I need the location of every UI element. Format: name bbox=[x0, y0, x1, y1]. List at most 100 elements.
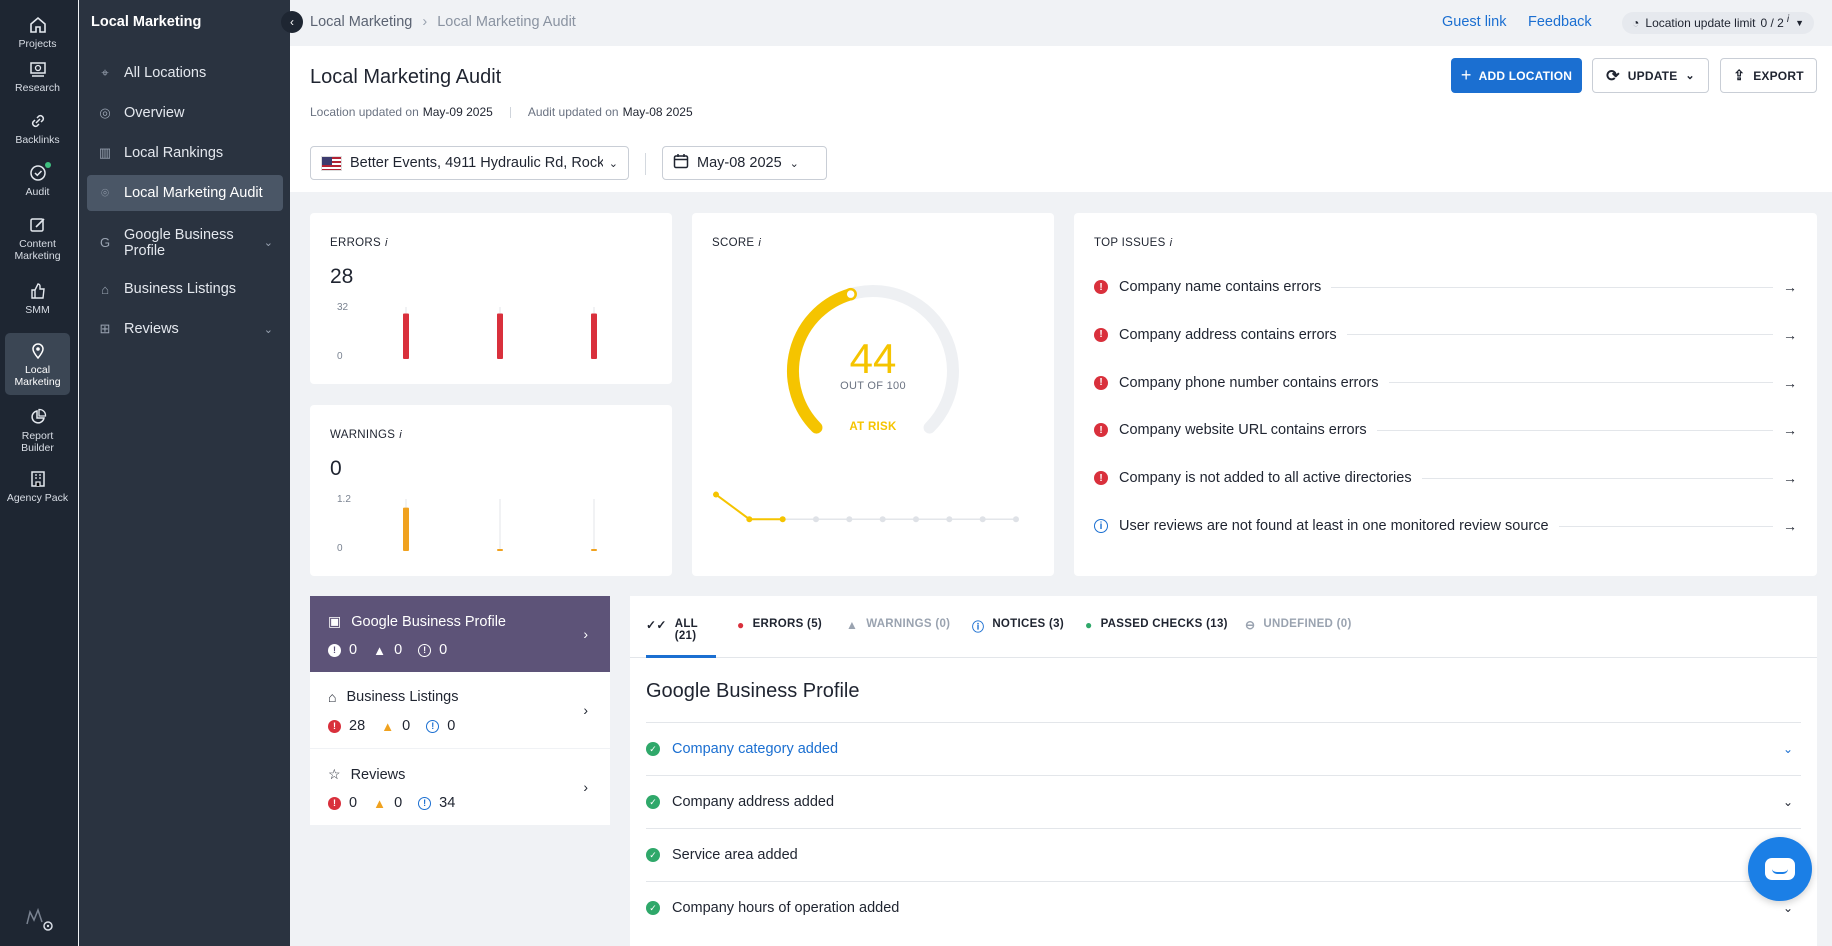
errors-bar bbox=[403, 313, 409, 359]
sidebar-item-all-locations[interactable]: ⌖ All Locations bbox=[87, 55, 283, 91]
info-icon: i bbox=[758, 237, 762, 249]
add-location-button[interactable]: + ADD LOCATION bbox=[1451, 58, 1582, 93]
score-gauge bbox=[787, 285, 959, 434]
page-title: Local Marketing Audit bbox=[310, 66, 502, 88]
rail-smm[interactable]: SMM bbox=[5, 280, 70, 316]
history-point bbox=[1013, 516, 1019, 523]
top-issue-row[interactable]: ! Company name contains errors → bbox=[1094, 277, 1797, 297]
top-issue-text: Company address contains errors bbox=[1119, 326, 1337, 343]
chevron-down-icon: ⌄ bbox=[1782, 795, 1793, 809]
update-button[interactable]: ⟳ UPDATE ⌄ bbox=[1592, 58, 1709, 93]
export-button[interactable]: ⇪ EXPORT bbox=[1720, 58, 1817, 93]
error-icon: ! bbox=[328, 643, 341, 657]
warnings-card[interactable]: WARNINGS i 0 1.2 0 bbox=[310, 405, 672, 576]
location-update-limit[interactable]: ◔ Location update limit 0 / 2 i ▼ bbox=[1622, 12, 1814, 34]
history-point bbox=[813, 516, 819, 523]
guest-link[interactable]: Guest link bbox=[1442, 14, 1507, 30]
profile-icon: ▣ bbox=[328, 613, 342, 629]
date-select[interactable]: May-08 2025 ⌄ bbox=[662, 146, 827, 180]
tab-all[interactable]: ✓✓ ALL (21) bbox=[646, 618, 716, 658]
top-issue-row[interactable]: ! Company is not added to all active dire… bbox=[1094, 468, 1797, 488]
notice-icon: ! bbox=[418, 796, 432, 810]
tab-warnings[interactable]: ▲ WARNINGS (0) bbox=[846, 618, 951, 632]
warning-icon: ▲ bbox=[373, 642, 387, 658]
category-google-business-profile[interactable]: ▣ Google Business Profile ! 0 ▲ 0 ! 0 › bbox=[310, 596, 610, 672]
chevron-down-icon: ⌄ bbox=[263, 323, 273, 336]
arrow-right-icon: → bbox=[1783, 374, 1797, 391]
tab-notices[interactable]: ⓘ NOTICES (3) bbox=[972, 618, 1064, 634]
top-issue-text: User reviews are not found at least in o… bbox=[1119, 518, 1549, 534]
gauge-fill bbox=[787, 288, 857, 434]
score-card[interactable]: SCORE i 44 OUT OF 100 AT RISK bbox=[692, 213, 1054, 576]
rail-report-builder[interactable]: Report Builder bbox=[5, 406, 70, 454]
category-business-listings[interactable]: ⌂ Business Listings ! 28 ▲ 0 ! 0 › bbox=[310, 672, 610, 748]
warning-icon: ▲ bbox=[846, 618, 859, 632]
category-reviews[interactable]: ☆ Reviews ! 0 ▲ 0 ! 34 › bbox=[310, 749, 610, 825]
errors-card[interactable]: ERRORS i 28 32 0 bbox=[310, 213, 672, 384]
sidebar-item-google-business-profile[interactable]: G Google Business Profile ⌄ bbox=[87, 223, 283, 263]
sidebar-item-reviews[interactable]: ⊞ Reviews ⌄ bbox=[87, 311, 283, 347]
passed-icon: ● bbox=[1085, 618, 1093, 632]
sidebar-item-local-marketing-audit[interactable]: ⌾ Local Marketing Audit bbox=[87, 175, 283, 211]
check-icon: ✓ bbox=[646, 848, 660, 862]
collapse-sidebar-button[interactable]: ‹ bbox=[281, 11, 303, 33]
errors-bar bbox=[591, 313, 597, 359]
warnings-axis-min: 0 bbox=[337, 543, 343, 554]
history-point bbox=[946, 516, 953, 523]
thumb-up-icon bbox=[27, 280, 49, 302]
location-select[interactable]: Better Events, 4911 Hydraulic Rd, Rock..… bbox=[310, 146, 629, 180]
rail-local-marketing[interactable]: Local Marketing bbox=[5, 333, 70, 395]
check-row[interactable]: ✓Service area added ⌄ bbox=[646, 828, 1801, 881]
tab-passed-checks[interactable]: ● PASSED CHECKS (13) bbox=[1085, 618, 1228, 632]
arrow-right-icon: → bbox=[1783, 326, 1797, 343]
chevron-left-icon: ‹ bbox=[290, 15, 294, 29]
sidebar-item-overview[interactable]: ◎ Overview bbox=[87, 95, 283, 131]
sidebar-item-local-rankings[interactable]: ▥ Local Rankings bbox=[98, 145, 224, 161]
score-history-chart bbox=[713, 491, 1019, 523]
location-pin-icon bbox=[27, 340, 49, 362]
feedback-link[interactable]: Feedback bbox=[1528, 14, 1592, 30]
check-icon: ✓ bbox=[646, 901, 660, 915]
check-row[interactable]: ✓ Company category added ⌄ bbox=[646, 722, 1801, 775]
rail-content-marketing[interactable]: Content Marketing bbox=[5, 214, 70, 262]
sidebar-item-business-listings[interactable]: ⌂ Business Listings bbox=[87, 271, 283, 307]
review-icon: ⊞ bbox=[99, 321, 111, 336]
top-issue-row[interactable]: ! Company website URL contains errors → bbox=[1094, 420, 1797, 440]
location-check-icon: ⌾ bbox=[101, 185, 109, 200]
calendar-icon bbox=[673, 153, 689, 173]
top-issue-row[interactable]: ! Company phone number contains errors → bbox=[1094, 373, 1797, 393]
rail-research[interactable]: Research bbox=[5, 58, 70, 94]
tab-errors[interactable]: ● ERRORS (5) bbox=[737, 618, 823, 632]
tab-undefined[interactable]: ⊖ UNDEFINED (0) bbox=[1245, 618, 1352, 632]
link-icon bbox=[27, 110, 49, 132]
notice-icon: ! bbox=[426, 719, 440, 733]
rail-backlinks[interactable]: Backlinks bbox=[5, 110, 70, 146]
app-rail: Projects Research Backlinks Audit Conten… bbox=[0, 0, 78, 946]
arrow-right-icon: → bbox=[1783, 518, 1797, 534]
warnings-label: WARNINGS i bbox=[330, 429, 402, 441]
top-issue-row[interactable]: ! Company address contains errors → bbox=[1094, 325, 1797, 345]
rail-projects[interactable]: Projects bbox=[5, 14, 70, 50]
history-point bbox=[746, 516, 753, 523]
rail-agency-pack[interactable]: Agency Pack bbox=[5, 468, 70, 504]
arrow-right-icon: → bbox=[1783, 422, 1797, 439]
rail-audit[interactable]: Audit bbox=[5, 162, 70, 198]
score-label: SCORE i bbox=[712, 237, 762, 249]
top-issue-row[interactable]: i User reviews are not found at least in … bbox=[1094, 516, 1797, 536]
check-row[interactable]: ✓ Company address added ⌄ bbox=[646, 775, 1801, 828]
check-row[interactable]: ✓ Company hours of operation added ⌄ bbox=[646, 881, 1801, 934]
errors-label: ERRORS i bbox=[330, 237, 388, 249]
check-icon: ✓ bbox=[646, 742, 660, 756]
update-meta: Location updated on May-09 2025 Audit upd… bbox=[310, 105, 693, 119]
score-out-of: OUT OF 100 bbox=[840, 380, 906, 392]
compass-icon: ◎ bbox=[99, 105, 111, 120]
history-point bbox=[713, 491, 719, 498]
chevron-down-icon: ⌄ bbox=[263, 237, 273, 249]
arrow-right-icon: → bbox=[1783, 470, 1797, 487]
breadcrumb-local-marketing[interactable]: Local Marketing bbox=[310, 14, 413, 30]
chevron-right-icon: › bbox=[583, 779, 588, 795]
store-icon: ⌂ bbox=[328, 689, 337, 705]
arrow-right-icon: → bbox=[1783, 279, 1797, 295]
settings-icon[interactable] bbox=[24, 902, 54, 932]
chat-button[interactable] bbox=[1748, 837, 1812, 901]
